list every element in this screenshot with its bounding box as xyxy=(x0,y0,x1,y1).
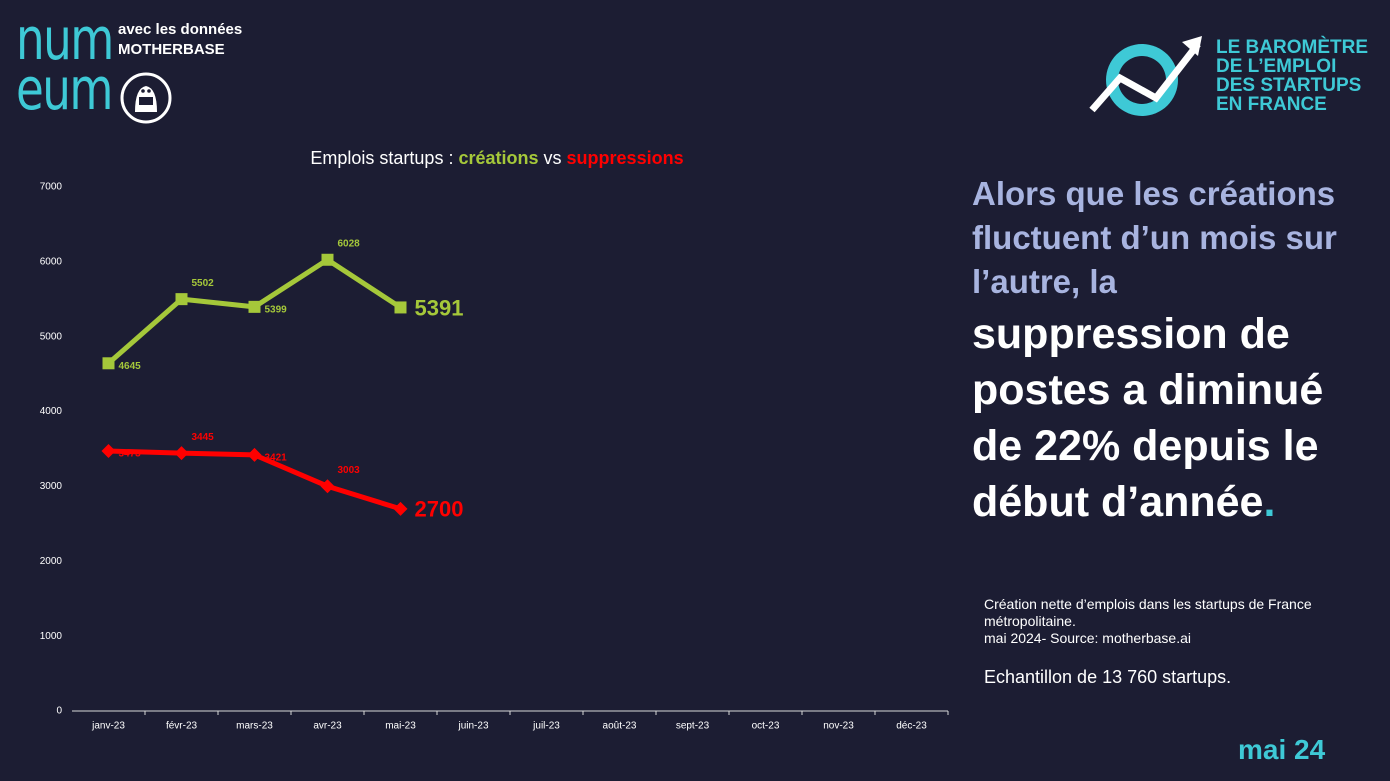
data-label: 3473 xyxy=(119,449,142,460)
marker xyxy=(321,253,334,266)
data-label: 5399 xyxy=(265,304,288,315)
tagline: avec les données MOTHERBASE xyxy=(118,20,242,60)
tagline-text: avec les données xyxy=(118,21,243,38)
note: mai 2024- Source: motherbase.ai xyxy=(984,630,1191,646)
note: Echantillon de 13 760 startups. xyxy=(984,667,1232,687)
data-label: 3445 xyxy=(192,432,215,443)
y-tick-label: 2000 xyxy=(40,556,63,567)
marker xyxy=(248,300,261,313)
y-tick-label: 6000 xyxy=(40,256,63,267)
headline: Alors que les créations fluctuent d’un m… xyxy=(972,172,1372,530)
y-tick-label: 3000 xyxy=(40,481,63,492)
marker xyxy=(101,444,116,459)
x-tick-label: juin-23 xyxy=(457,721,488,732)
marker xyxy=(320,479,335,494)
x-tick-label: août-23 xyxy=(603,721,637,732)
marker xyxy=(394,301,407,314)
headline-end: . xyxy=(1263,478,1276,526)
y-tick-label: 7000 xyxy=(40,182,63,193)
x-tick-label: nov-23 xyxy=(823,721,854,732)
chart-title: Emplois startups : créations vs suppress… xyxy=(310,148,683,168)
headline-main-text: suppression de postes a diminué de 22% d… xyxy=(972,310,1324,526)
data-label: 2700 xyxy=(415,497,464,522)
logo-line: num xyxy=(16,5,114,73)
y-tick-label: 0 xyxy=(56,706,62,717)
title-series: créations xyxy=(458,148,538,168)
marker xyxy=(393,501,408,516)
barometer-line: DE L’EMPLOI xyxy=(1216,56,1337,77)
barometer-title: LE BAROMÈTRE DE L’EMPLOI DES STARTUPS EN… xyxy=(1216,38,1368,114)
y-tick-label: 1000 xyxy=(40,631,63,642)
note: Création nette d’emplois dans les startu… xyxy=(984,596,1312,629)
data-label: 6028 xyxy=(338,238,361,249)
barometer-icon xyxy=(1089,36,1202,116)
brand: MOTHERBASE xyxy=(118,41,225,58)
marker xyxy=(102,357,115,370)
marker xyxy=(175,293,188,306)
footer-date: mai 24 xyxy=(1238,734,1326,765)
data-label: 3421 xyxy=(265,453,288,464)
data-label: 4645 xyxy=(119,361,142,372)
x-tick-label: déc-23 xyxy=(896,721,927,732)
data-label: 5502 xyxy=(192,278,215,289)
barometer-line: LE BAROMÈTRE xyxy=(1216,37,1368,58)
numeum-logo: num eum xyxy=(16,5,114,123)
x-tick-label: janv-23 xyxy=(91,721,125,732)
x-tick-label: mars-23 xyxy=(236,721,273,732)
x-tick-label: sept-23 xyxy=(676,721,710,732)
y-tick-label: 4000 xyxy=(40,406,63,417)
barometer-line: DES STARTUPS xyxy=(1216,75,1362,96)
marker xyxy=(247,447,262,462)
barometer-line: EN FRANCE xyxy=(1216,94,1327,115)
headline-intro: Alors que les créations fluctuent d’un m… xyxy=(972,175,1337,300)
notes: Création nette d’emplois dans les startu… xyxy=(984,596,1364,686)
y-tick-label: 5000 xyxy=(40,331,63,342)
title-series: suppressions xyxy=(567,148,684,168)
x-tick-label: avr-23 xyxy=(313,721,342,732)
x-tick-label: oct-23 xyxy=(752,721,780,732)
title-text: Emplois startups : xyxy=(310,148,453,168)
data-label: 5391 xyxy=(415,295,464,320)
title-connector: vs xyxy=(544,148,562,168)
marker xyxy=(174,446,189,461)
x-tick-label: févr-23 xyxy=(166,721,198,732)
robot-icon xyxy=(120,72,172,124)
x-tick-label: mai-23 xyxy=(385,721,416,732)
data-label: 3003 xyxy=(338,465,361,476)
chart: Emplois startups : créations vs suppress… xyxy=(40,148,949,732)
logo-line: eum xyxy=(16,55,113,123)
headline-main: suppression de postes a diminué de 22% d… xyxy=(972,306,1372,530)
x-tick-label: juil-23 xyxy=(532,721,560,732)
